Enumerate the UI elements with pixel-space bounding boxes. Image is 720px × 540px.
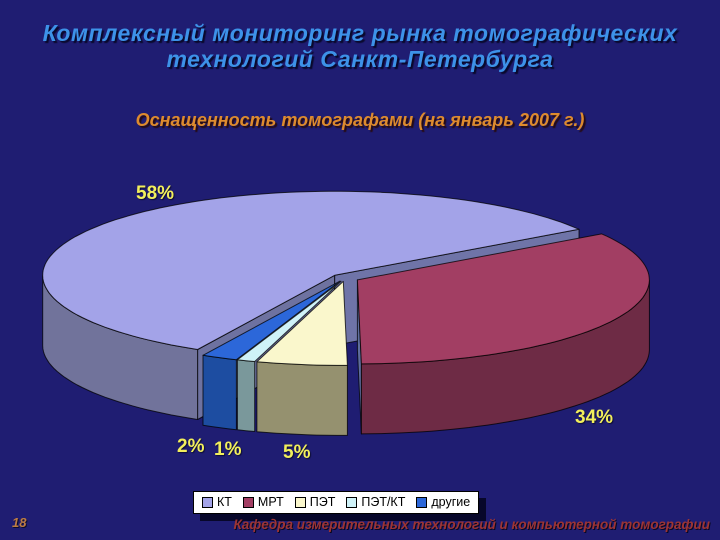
pie-slice-pet-kt-side: [236, 359, 256, 432]
slide-title-line2: технологий Санкт-Петербурга: [166, 46, 554, 72]
legend-label-pet: ПЭТ: [309, 495, 336, 510]
legend-swatch-mrt: [242, 497, 254, 508]
legend-label-pet-kt: ПЭТ/КТ: [361, 495, 406, 510]
legend-label-kt: КТ: [217, 495, 232, 510]
pie-value-label-mrt: 34%: [575, 407, 614, 428]
pie-slice-pet-kt-top: [236, 280, 342, 362]
chart-title: Оснащенность томографами (на январь 2007…: [135, 110, 585, 130]
pie-value-label-other: 2%: [177, 436, 205, 457]
footer-text: Кафедра измерительных технологий и компь…: [233, 517, 710, 532]
pie-slice-other-top: [202, 280, 341, 361]
legend-swatch-kt: [202, 497, 213, 508]
pie-slice-mrt-top: [356, 233, 650, 365]
page-number: 18: [12, 515, 27, 530]
legend-swatch-pet-kt: [346, 497, 358, 508]
legend-item-kt: КТ: [202, 496, 232, 509]
legend-item-other: другие: [416, 496, 470, 509]
legend-label-other: другие: [431, 495, 471, 510]
slide-title: Комплексный мониторинг рынка томографиче…: [0, 20, 720, 72]
pie-slice-other-side: [202, 354, 237, 431]
pie-slice-pet-side: [256, 361, 348, 436]
chart-legend: КТ МРТ ПЭТ ПЭТ/КТ другие: [193, 491, 480, 514]
legend-swatch-pet: [294, 497, 306, 508]
pie-value-label-pet: 5%: [283, 442, 311, 463]
pie-value-label-pet-kt: 1%: [214, 439, 242, 460]
pie-slice-kt-top: [42, 190, 580, 350]
legend-label-mrt: МРТ: [257, 495, 284, 510]
pie-slice-pet-top: [256, 280, 348, 366]
pie-value-label-kt: 58%: [136, 183, 175, 204]
legend-swatch-other: [416, 497, 428, 508]
slide-title-line1: Комплексный мониторинг рынка томографиче…: [42, 20, 678, 46]
legend-item-pet: ПЭТ: [294, 495, 336, 510]
legend-item-pet-kt: ПЭТ/КТ: [346, 496, 405, 509]
legend-item-mrt: МРТ: [242, 495, 284, 510]
